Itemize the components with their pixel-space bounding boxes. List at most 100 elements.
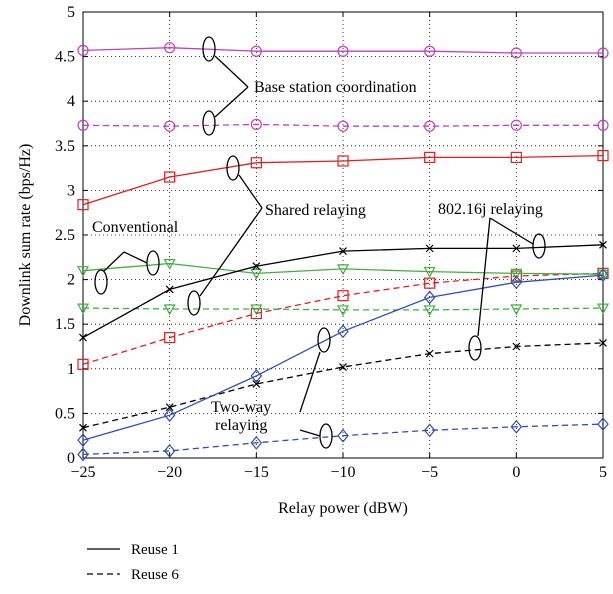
series-line [82,154,604,206]
data-point-triangle [76,303,90,315]
data-point-x [425,244,434,253]
data-point-circle [510,47,522,59]
data-point-circle [337,45,349,57]
data-point-x [252,380,261,388]
legend: Reuse 1 Reuse 6 [87,542,179,583]
legend-label-reuse6: Reuse 6 [131,567,179,583]
data-point-square [77,358,89,370]
data-point-x [512,342,521,351]
callout-ellipse-conv-dashed [94,269,108,295]
data-point-x-stroke [599,339,607,347]
ticks: −25 −20 −15 −10 −5 0 5 0 0.5 1 1.5 2 2.5 3 3.5 4 4.5 5 [55,4,607,481]
data-point-triangle [596,303,610,315]
series-2-reuse1 [77,150,609,211]
data-point-triangle [510,304,523,316]
callout-ellipse-conv-solid [146,250,160,276]
y-tick-label: 3 [67,182,75,199]
data-point-square [164,331,176,344]
data-point-square [597,150,609,162]
x-tick-label: −10 [330,464,355,481]
data-point-square [510,270,522,282]
data-point-circle [250,45,262,57]
data-point-x [425,349,434,358]
y-tick-label: 0 [67,450,75,467]
data-point-diamond [510,419,523,434]
series-3-reuse6 [77,267,609,370]
data-point-x-stroke [252,262,261,271]
data-point-x-stroke [425,244,434,253]
series-line [82,342,604,429]
x-tick-label: −20 [157,464,182,481]
x-tick-label: −5 [421,464,438,481]
leader-line-2way-2 [299,429,321,437]
data-point-x [79,333,87,342]
leader-line-shared-2 [199,207,263,297]
data-point-diamond [337,324,349,339]
data-point-x-stroke [165,403,174,412]
data-point-x-stroke [165,285,174,294]
y-tick-label: 4 [67,93,75,110]
data-point-x-stroke [79,423,87,432]
data-point-diamond [423,290,436,305]
data-point-diamond [423,423,436,438]
data-point-diamond [250,435,263,450]
data-point-triangle [423,266,436,278]
y-tick-label: 2 [67,272,75,289]
y-tick-label: 1.5 [55,316,75,333]
series-line [82,123,603,127]
series-1-reuse6 [77,118,609,132]
data-point-circle [337,120,349,132]
y-tick-label: 5 [67,4,75,21]
y-axis-label: Downlink sum rate (bps/Hz) [17,144,34,327]
data-point-triangle [510,268,523,280]
data-point-diamond [337,428,349,443]
series-9-reuse6 [77,417,609,462]
data-point-circle [250,118,262,130]
data-point-x-stroke [339,247,347,255]
y-tick-label: 0.5 [55,405,75,422]
data-point-triangle [76,266,90,277]
series-line [82,262,604,275]
annotation-two-way-line2: relaying [215,417,267,434]
callout-ellipse-shared-solid [226,155,240,181]
data-point-x-stroke [425,349,434,358]
x-axis-label: Relay power (dBW) [278,500,408,517]
series-line [82,272,604,365]
series [76,42,610,462]
callout-ellipse-bs-dashed [202,110,216,136]
data-point-x-stroke [599,240,607,249]
data-point-square [250,157,262,169]
data-point-circle [597,47,609,59]
data-point-x [79,423,87,432]
x-tick-label: −25 [70,464,95,481]
data-point-circle [424,45,436,57]
data-point-x [599,339,607,347]
callout-ellipse-2way-solid [317,327,331,353]
data-point-triangle [250,304,263,316]
data-point-triangle [250,268,263,280]
annotation-base-station: Base station coordination [254,79,417,96]
data-point-x-stroke [512,244,521,253]
annotation-two-way-line1: Two-way [211,399,271,416]
data-point-diamond [597,268,609,283]
y-tick-label: 3.5 [55,138,75,155]
data-point-circle [77,44,89,56]
data-point-triangle [163,258,176,270]
y-tick-label: 1 [67,361,75,378]
y-tick-label: 4.5 [55,49,75,66]
callout-ellipse-bs-solid [202,36,216,62]
callout-ellipse-16j-solid [532,233,546,259]
callout-ellipse-shared-dashed [187,290,201,316]
annotation-callouts [94,36,546,449]
data-point-x [339,363,347,371]
callout-ellipse-16j-dashed [468,335,482,361]
data-point-x-stroke [512,342,521,351]
series-line [82,307,604,311]
data-point-circle [424,120,436,132]
data-point-circle [164,120,176,132]
data-point-triangle [336,264,350,276]
y-tick-label: 2.5 [55,227,75,244]
leader-line-bs-2 [214,86,249,118]
data-point-circle [164,42,176,54]
leader-line-16j-1 [489,217,534,245]
